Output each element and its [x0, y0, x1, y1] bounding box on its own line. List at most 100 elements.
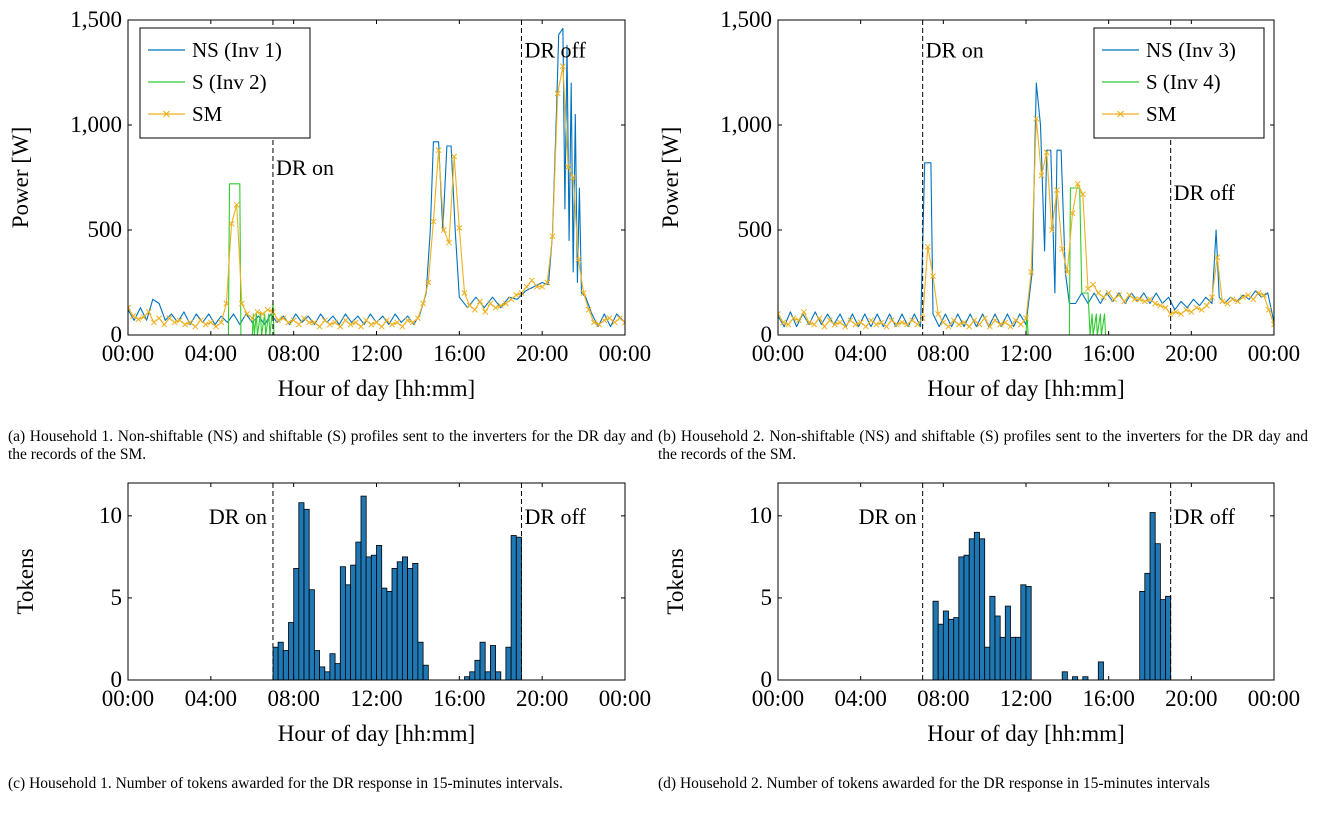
sm-marker: [549, 233, 556, 240]
sm-marker: [218, 319, 225, 326]
token-bar: [313, 650, 320, 680]
sm-marker: [806, 319, 812, 326]
sm-marker: [352, 319, 359, 326]
sm-marker: [1219, 298, 1226, 305]
x-tick-label: 08:00: [917, 686, 969, 711]
sm-marker: [156, 315, 163, 322]
sm-marker: [544, 279, 551, 286]
caption-c: (c) Household 1. Number of tokens awarde…: [8, 775, 563, 792]
x-tick-label: 00:00: [102, 686, 154, 711]
sm-marker: [487, 300, 494, 307]
sm-marker: [1147, 296, 1153, 303]
sm-marker: [161, 321, 168, 328]
sm-marker: [1043, 149, 1050, 156]
sm-marker: [420, 300, 427, 307]
sm-marker: [914, 321, 921, 328]
token-bar: [958, 556, 965, 680]
token-bar: [396, 561, 403, 680]
sm-marker: [135, 316, 142, 323]
sm-marker: [244, 311, 251, 317]
sm-marker: [1193, 304, 1200, 311]
x-tick-label: 20:00: [1165, 341, 1217, 366]
sm-marker: [1131, 296, 1138, 303]
token-bar: [1144, 572, 1151, 680]
annotation-label: DR off: [1174, 504, 1236, 529]
sm-marker: [559, 63, 566, 70]
sm-marker: [862, 323, 869, 330]
token-bar: [1025, 586, 1032, 680]
sm-marker: [1121, 298, 1128, 305]
sm-marker: [847, 317, 854, 324]
y-tick-label: 0: [111, 322, 123, 347]
sm-marker: [811, 321, 818, 328]
y-tick-label: 500: [738, 217, 773, 242]
y-tick-label: 1,000: [720, 112, 772, 137]
sm-marker: [378, 323, 385, 330]
sm-marker: [1079, 191, 1086, 198]
sm-marker: [790, 315, 797, 322]
sm-marker: [502, 300, 509, 307]
x-tick-label: 08:00: [267, 686, 319, 711]
legend-box: [139, 27, 311, 139]
token-bar: [1097, 661, 1104, 680]
token-bar: [319, 666, 326, 680]
sm-marker: [425, 279, 432, 286]
x-tick-label: 04:00: [185, 341, 237, 366]
sm-marker: [565, 164, 572, 170]
token-bar: [979, 538, 986, 680]
sm-marker: [238, 300, 245, 307]
token-bar: [1072, 676, 1079, 680]
token-bar: [1082, 676, 1089, 680]
annotation-label: DR off: [524, 37, 586, 62]
sm-marker: [966, 323, 973, 330]
sm-marker: [176, 317, 183, 324]
y-axis-label: Tokens: [13, 548, 38, 614]
sm-marker: [778, 311, 781, 317]
y-tick-label: 5: [761, 585, 773, 610]
token-bar: [989, 595, 996, 680]
token-bar: [968, 538, 975, 680]
sm-marker: [311, 319, 318, 326]
sm-marker: [1136, 296, 1143, 303]
token-bar: [474, 659, 481, 680]
sm-marker: [394, 319, 401, 326]
sm-marker: [1085, 285, 1091, 292]
token-bar: [984, 646, 991, 680]
sm-marker: [326, 321, 333, 328]
sm-marker: [414, 315, 421, 322]
token-bar: [505, 646, 512, 680]
sm-marker: [1054, 187, 1060, 194]
sm-marker: [1198, 306, 1205, 313]
sm-marker: [1012, 317, 1019, 324]
x-tick-label: 12:00: [1000, 341, 1052, 366]
token-bar: [272, 646, 279, 680]
sm-marker: [606, 315, 613, 322]
sm-marker: [534, 283, 540, 290]
sm-marker: [1271, 321, 1274, 328]
sm-marker: [1172, 308, 1179, 315]
x-tick-label: 20:00: [1165, 686, 1217, 711]
sm-marker: [1105, 290, 1112, 296]
sm-marker: [399, 323, 406, 330]
sm-marker: [306, 319, 313, 326]
sm-marker: [570, 174, 577, 181]
x-tick-label: 00:00: [752, 341, 804, 366]
x-tick-label: 04:00: [834, 341, 886, 366]
sm-marker: [888, 317, 895, 324]
sm-marker: [363, 317, 370, 324]
sm-marker: [1038, 172, 1045, 179]
token-bar: [365, 556, 372, 680]
x-axis-label: Hour of day [hh:mm]: [927, 376, 1124, 401]
sm-marker: [1178, 311, 1184, 317]
token-bar: [953, 617, 960, 680]
sm-marker: [140, 314, 147, 321]
annotation-label: DR off: [1174, 180, 1236, 205]
sm-marker: [1059, 245, 1066, 252]
token-bar: [391, 568, 398, 680]
sm-marker: [295, 321, 302, 328]
sm-marker: [816, 315, 823, 322]
legend-marker: [1117, 110, 1124, 118]
sm-marker: [435, 147, 442, 154]
sm-marker: [192, 323, 199, 330]
token-bar: [293, 568, 300, 680]
